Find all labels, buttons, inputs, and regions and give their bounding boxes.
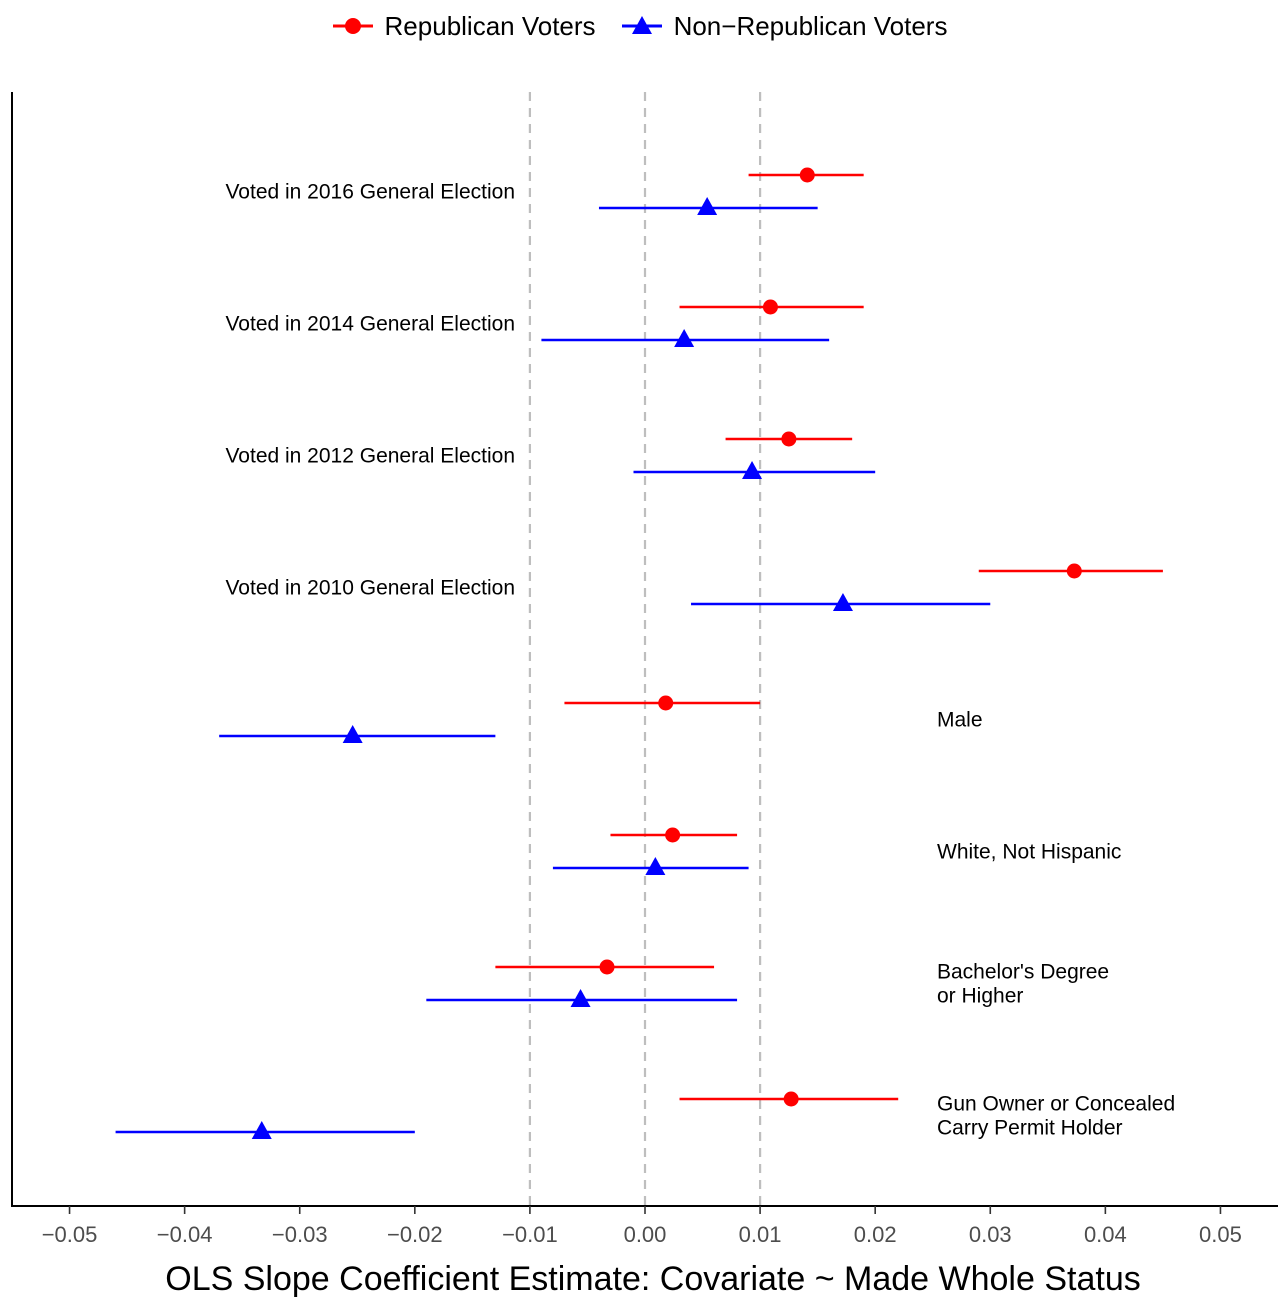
category-label: Voted in 2014 General Election bbox=[225, 313, 515, 336]
x-tick-label: 0.01 bbox=[739, 1222, 782, 1247]
point-estimate-circle bbox=[1066, 563, 1082, 579]
point-estimate-triangle bbox=[645, 857, 666, 875]
point-estimate-triangle bbox=[674, 329, 695, 347]
point-estimate-circle bbox=[665, 827, 681, 843]
legend-key-triangle-icon bbox=[621, 16, 662, 34]
x-axis-title: OLS Slope Coefficient Estimate: Covariat… bbox=[165, 1260, 1140, 1298]
x-tick-label: 0.04 bbox=[1084, 1222, 1127, 1247]
point-estimate-circle bbox=[781, 431, 797, 447]
legend-item-0: Republican Voters bbox=[331, 11, 596, 42]
point-estimate-circle bbox=[599, 959, 615, 975]
x-tick-label: −0.01 bbox=[502, 1222, 558, 1247]
category-label: Voted in 2012 General Election bbox=[225, 445, 515, 468]
x-tick-label: −0.03 bbox=[272, 1222, 328, 1247]
category-label: Gun Owner or Concealed bbox=[937, 1093, 1175, 1116]
point-estimate-triangle bbox=[742, 461, 763, 479]
point-estimate-circle bbox=[783, 1091, 799, 1107]
point-estimate-triangle bbox=[697, 197, 718, 215]
category-label: Bachelor's Degree bbox=[937, 961, 1109, 984]
point-estimate-triangle bbox=[342, 725, 363, 743]
legend-label: Republican Voters bbox=[384, 10, 596, 41]
point-estimate-circle bbox=[762, 299, 778, 315]
point-estimate-triangle bbox=[832, 593, 853, 611]
x-tick-label: −0.04 bbox=[157, 1222, 213, 1247]
x-tick-label: −0.02 bbox=[387, 1222, 443, 1247]
x-tick-label: 0.00 bbox=[624, 1222, 667, 1247]
category-label: Voted in 2010 General Election bbox=[225, 577, 515, 600]
legend-item-1: Non−Republican Voters bbox=[620, 10, 948, 42]
legend-key-circle-icon bbox=[332, 18, 373, 34]
x-tick-label: 0.03 bbox=[969, 1222, 1012, 1247]
category-label: Male bbox=[937, 709, 983, 732]
x-tick-label: −0.05 bbox=[42, 1222, 98, 1247]
x-tick-label: 0.02 bbox=[854, 1222, 897, 1247]
point-estimate-circle bbox=[799, 167, 815, 183]
point-estimate-circle bbox=[658, 695, 674, 711]
point-estimate-triangle bbox=[570, 989, 591, 1007]
legend: Republican Voters Non−Republican Voters bbox=[0, 6, 1278, 46]
x-tick-label: 0.05 bbox=[1199, 1222, 1242, 1247]
category-label: White, Not Hispanic bbox=[937, 841, 1121, 864]
legend-label: Non−Republican Voters bbox=[673, 10, 948, 41]
category-label: Carry Permit Holder bbox=[937, 1117, 1123, 1140]
category-label: Voted in 2016 General Election bbox=[225, 181, 515, 204]
point-estimate-triangle bbox=[251, 1121, 272, 1139]
category-label: or Higher bbox=[937, 985, 1023, 1008]
